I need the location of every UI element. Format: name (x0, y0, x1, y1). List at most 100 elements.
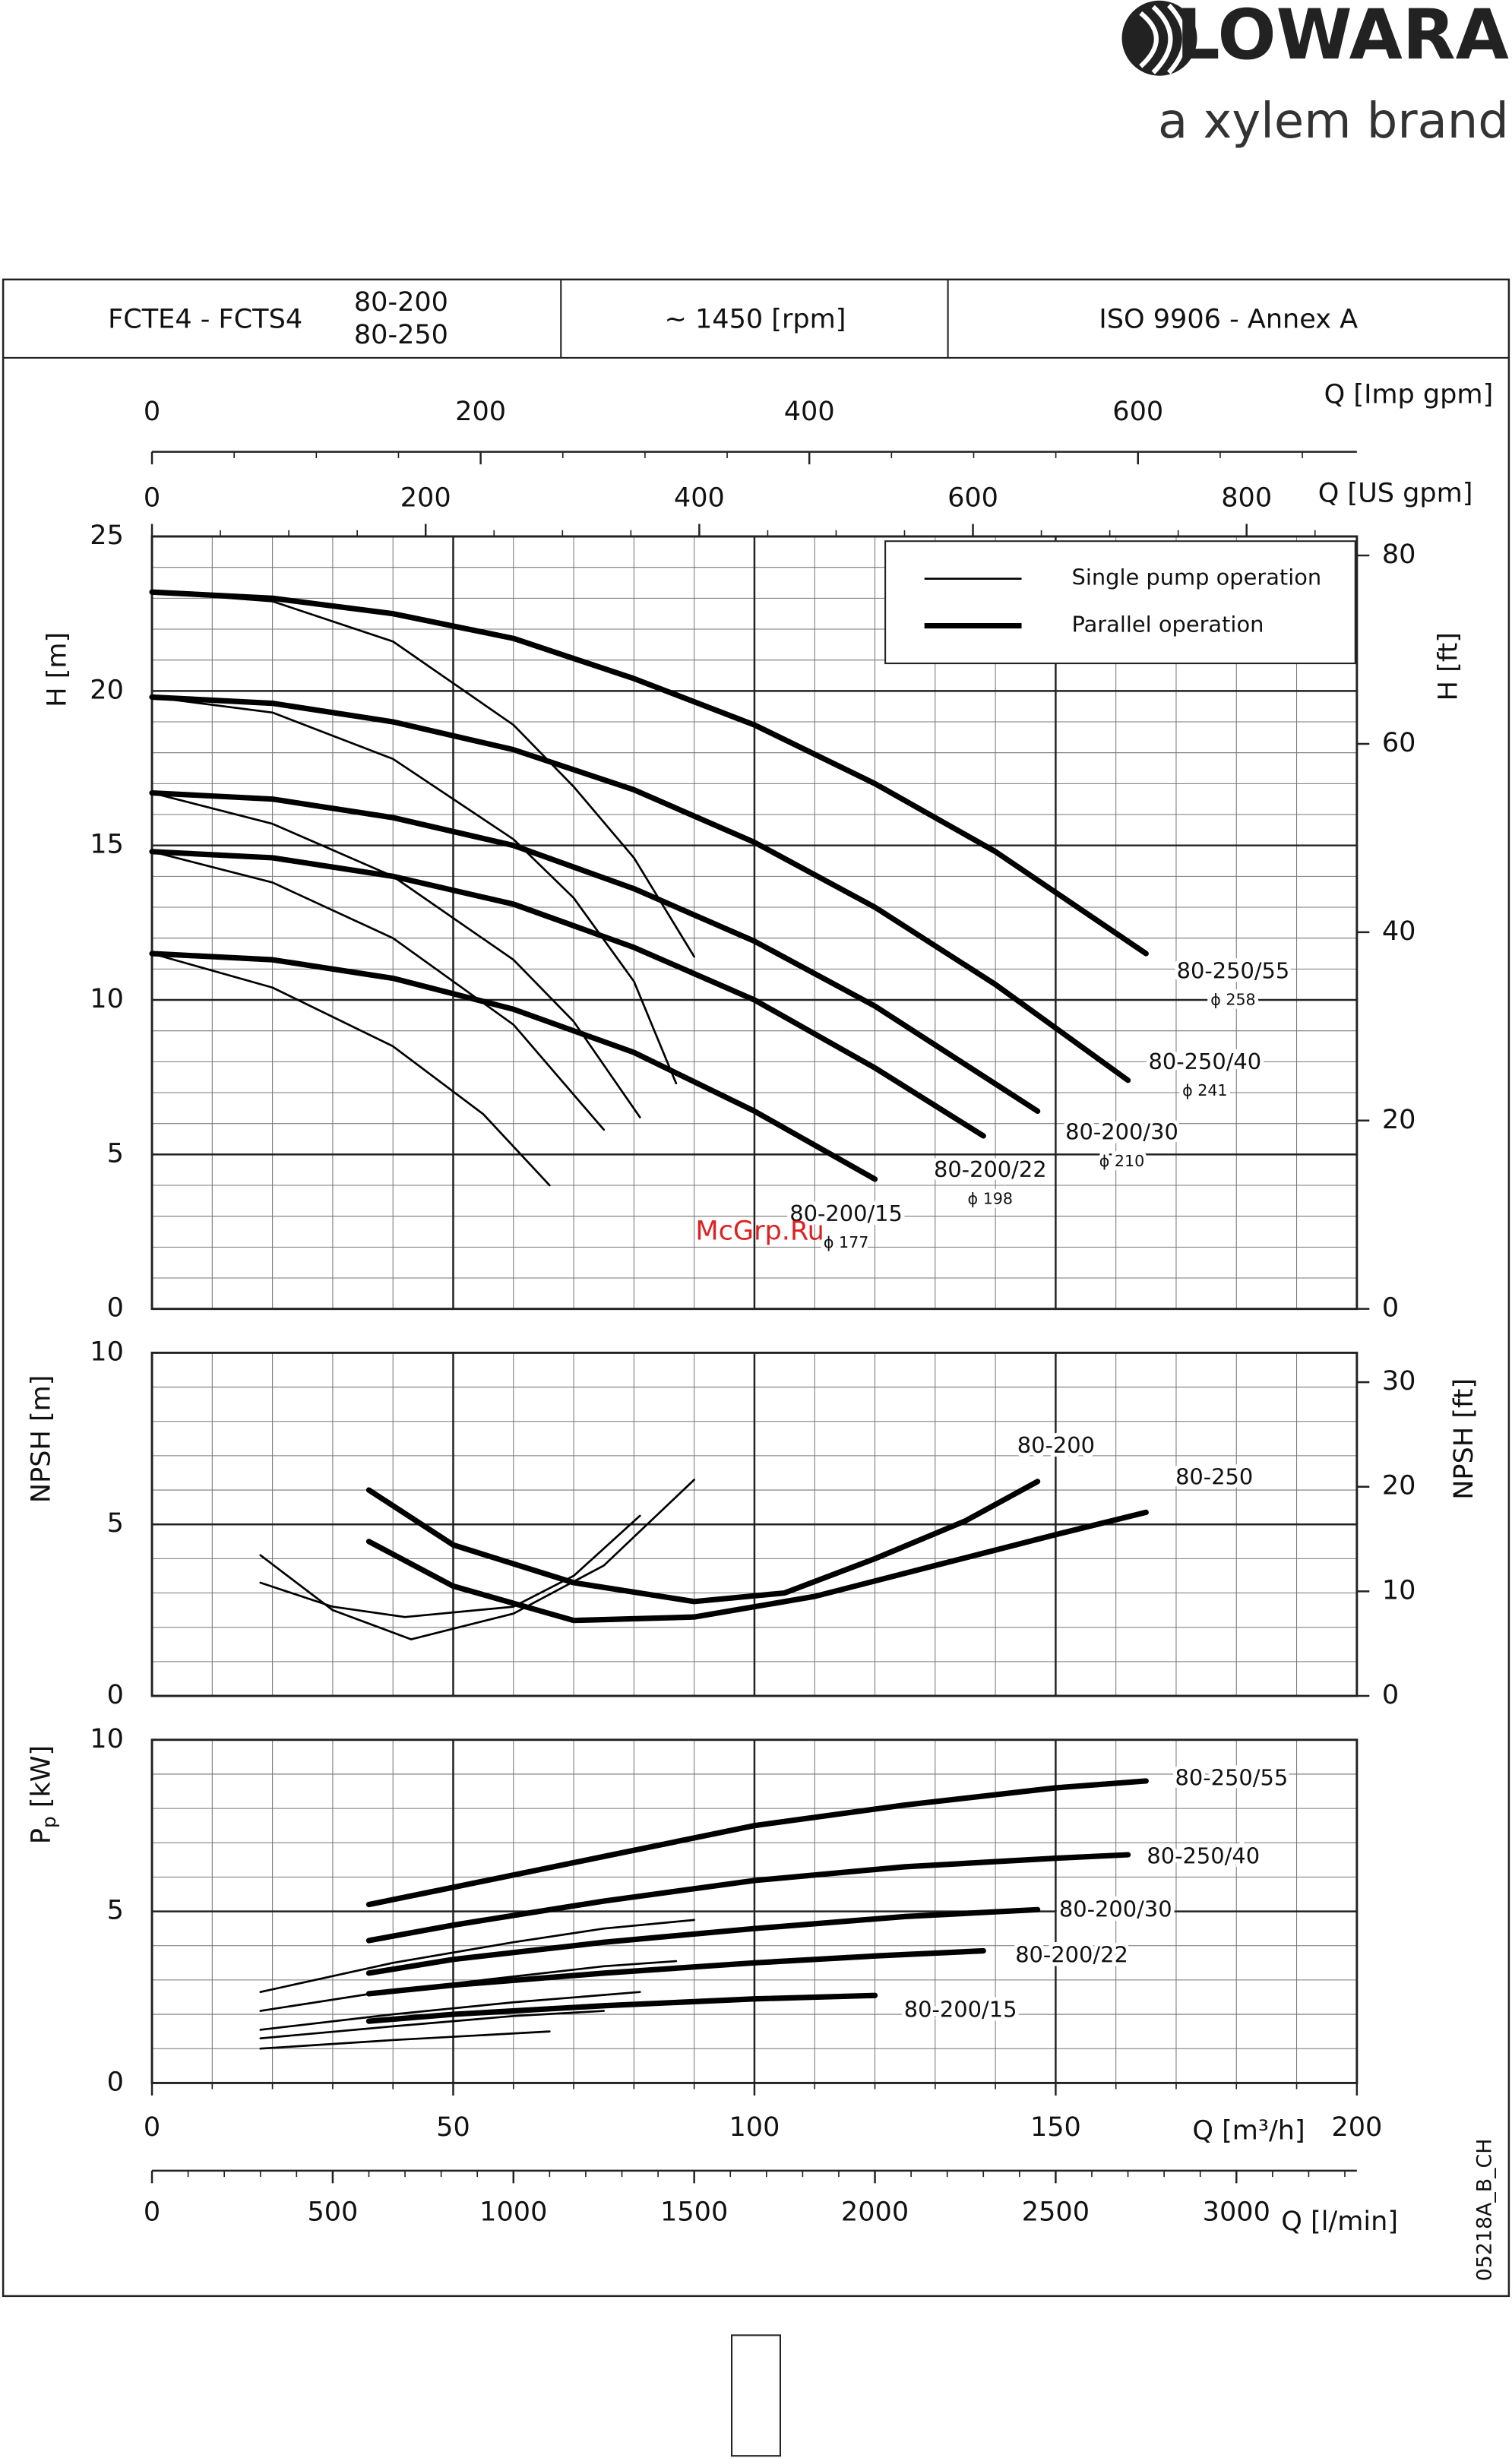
y-tick-label: 15 (90, 829, 124, 860)
curve-diameter: ϕ 210 (1099, 1152, 1144, 1170)
y2-tick-label: 60 (1382, 727, 1416, 758)
y2-tick-label: 10 (1382, 1574, 1416, 1605)
y-axis-title-part: [kW] (26, 1745, 57, 1816)
curve (365, 1992, 878, 2024)
curve (259, 2030, 551, 2050)
logo-swirl (1139, 3, 1187, 74)
x-tick-label: 0 (144, 2112, 160, 2143)
curve-label: 80-200/22 (934, 1156, 1047, 1182)
y2-tick-label: 0 (1382, 1292, 1399, 1324)
y-axis-title: H [m] (41, 632, 72, 707)
y-tick-label: 5 (107, 1507, 124, 1539)
header-model: 80-250 (354, 319, 448, 350)
y-tick-label: 10 (90, 983, 124, 1014)
tagline: a xylem brand (1158, 93, 1509, 150)
curve (259, 1960, 678, 2012)
axis-tick-label: 2000 (841, 2197, 909, 2228)
brand: LOWARA (1176, 0, 1509, 75)
axis-tick-label: 1500 (660, 2197, 728, 2228)
y2-tick-label: 80 (1382, 539, 1416, 570)
axis-title: Q [Imp gpm] (1324, 378, 1494, 410)
curve-label: 80-200/30 (1065, 1119, 1178, 1145)
curve-label: 80-250/40 (1148, 1049, 1261, 1074)
y-axis-title-sub: p (38, 1816, 60, 1828)
y2-axis-title: H [ft] (1433, 632, 1464, 701)
curve (150, 850, 606, 1131)
curve (259, 1479, 695, 1640)
curve-label: 80-250/40 (1147, 1843, 1260, 1868)
legend-label: Single pump operation (1072, 565, 1322, 590)
y-tick-label: 5 (107, 1895, 124, 1926)
curve-diameter: ϕ 198 (968, 1189, 1013, 1207)
curve (150, 590, 695, 958)
curve-label: 80-200/30 (1059, 1896, 1172, 1922)
curve (149, 849, 986, 1139)
header-speed: ~ 1450 [rpm] (664, 303, 846, 334)
curve (149, 694, 1131, 1083)
axis-tick-label: 0 (144, 482, 160, 514)
curve (259, 2010, 606, 2040)
curve-label: 80-250/55 (1175, 1764, 1289, 1790)
curve-label: 80-200 (1017, 1432, 1095, 1458)
curve-diameter: ϕ 177 (824, 1233, 868, 1251)
curve-diameter: ϕ 258 (1210, 990, 1255, 1008)
axis-title: Q [l/min] (1281, 2206, 1398, 2237)
curve (365, 1947, 986, 1997)
curve-label: 80-200/15 (789, 1201, 903, 1226)
curve (259, 1919, 695, 1994)
curve (150, 696, 678, 1085)
axis-tick-label: 0 (144, 2197, 160, 2228)
y2-tick-label: 20 (1382, 1104, 1416, 1135)
legend-box (884, 540, 1356, 665)
header-standard: ISO 9906 - Annex A (1099, 303, 1358, 334)
y-axis-title: NPSH [m] (26, 1375, 57, 1504)
curve-label: 80-200/22 (1015, 1941, 1128, 1967)
y2-tick-label: 30 (1382, 1365, 1416, 1397)
y-tick-label: 10 (90, 1723, 124, 1754)
curve (365, 1479, 1041, 1605)
watermark: McGrp.Ru (695, 1216, 824, 1247)
x-tick-label: 200 (1331, 2112, 1382, 2143)
curve-label: 80-200/15 (904, 1997, 1017, 2023)
curve (259, 1514, 641, 1618)
axis-tick-label: 400 (674, 482, 725, 514)
y-tick-label: 0 (107, 2066, 124, 2097)
plot-frame (150, 1351, 1359, 1697)
y-axis-title-part: P (26, 1828, 57, 1844)
y2-tick-label: 20 (1382, 1470, 1416, 1501)
y-tick-label: 0 (107, 1679, 124, 1710)
curve (259, 1991, 641, 2031)
axis-tick-label: 3000 (1203, 2197, 1270, 2228)
y-tick-label: 20 (90, 674, 124, 705)
curve (150, 952, 551, 1187)
y2-axis-title: NPSH [ft] (1448, 1378, 1479, 1500)
axis-tick-label: 600 (1112, 396, 1163, 427)
curve (365, 1509, 1149, 1624)
axis-tick-label: 500 (307, 2197, 358, 2228)
plot-frame (150, 535, 1359, 1311)
x-tick-label: 50 (436, 2112, 470, 2143)
axis-tick-label: 1000 (479, 2197, 547, 2228)
y-tick-label: 0 (107, 1292, 124, 1324)
y2-tick-label: 0 (1382, 1679, 1399, 1710)
header-model: 80-200 (354, 286, 448, 318)
curve-diameter: ϕ 241 (1182, 1081, 1227, 1099)
axis-tick-label: 600 (947, 482, 998, 514)
curve (365, 1778, 1149, 1908)
outer-frame (2, 278, 1510, 2298)
y2-tick-label: 40 (1382, 916, 1416, 947)
axis-tick-label: 800 (1221, 482, 1272, 514)
curve (149, 589, 1149, 957)
page-box (731, 2334, 781, 2457)
header-series: FCTE4 - FCTS4 (108, 303, 302, 334)
axis-tick-label: 400 (784, 396, 835, 427)
curve-label: 80-250/55 (1177, 957, 1290, 983)
y-axis-title: Pp [kW] (26, 1745, 60, 1844)
curve (365, 1852, 1131, 1944)
drawing-code: 05218A_B_CH (1472, 2139, 1496, 2282)
curve-label: 80-250 (1175, 1463, 1253, 1489)
legend: Single pump operation Parallel operation (884, 540, 1356, 665)
legend-label: Parallel operation (1072, 612, 1264, 637)
